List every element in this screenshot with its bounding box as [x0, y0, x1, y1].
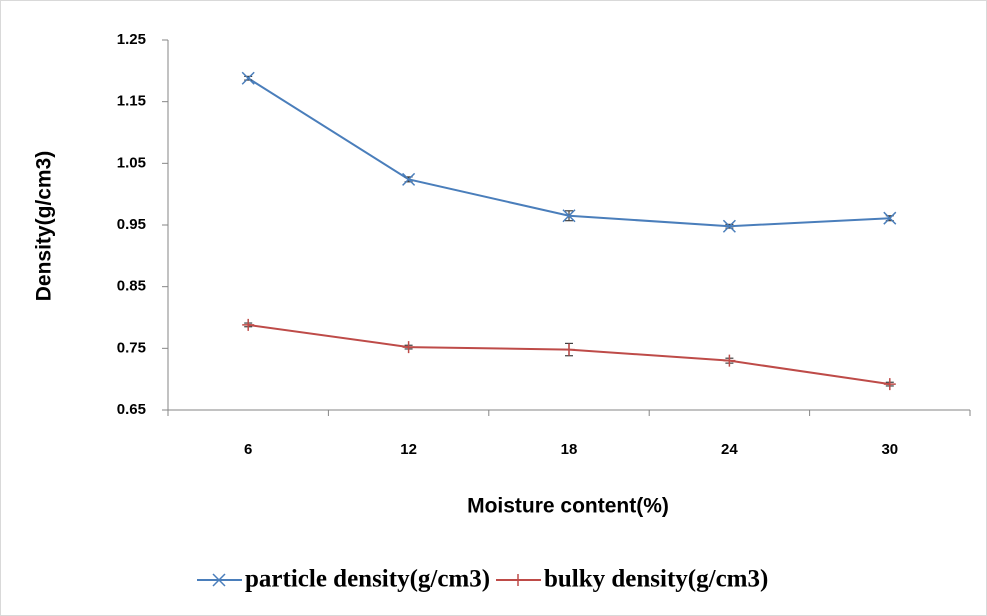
marker	[241, 71, 255, 85]
legend-label: bulky density(g/cm3)	[544, 566, 768, 593]
legend-label: particle density(g/cm3)	[245, 566, 490, 593]
marker	[562, 209, 576, 223]
y-tick-label: 0.95	[117, 216, 146, 233]
y-axis-title: Density(g/cm3)	[33, 151, 56, 302]
x-tick-label: 24	[721, 441, 738, 458]
marker	[722, 219, 736, 233]
x-tick-label: 6	[244, 441, 252, 458]
y-tick-label: 0.85	[117, 278, 146, 295]
legend-marker	[512, 574, 524, 586]
x-axis-title: Moisture content(%)	[467, 495, 669, 518]
x-tick-label: 30	[881, 441, 898, 458]
marker	[242, 318, 255, 331]
x-tick-label: 12	[400, 441, 417, 458]
marker	[723, 354, 736, 367]
marker	[883, 211, 897, 225]
x-tick-label: 18	[561, 441, 578, 458]
marker	[563, 343, 575, 356]
legend-marker	[212, 573, 226, 587]
y-tick-label: 0.75	[117, 339, 146, 356]
marker	[402, 341, 415, 354]
marker	[402, 172, 416, 186]
y-tick-label: 1.25	[117, 31, 146, 48]
marker	[883, 378, 896, 391]
y-tick-label: 1.15	[117, 93, 146, 110]
y-tick-label: 1.05	[117, 154, 146, 171]
y-tick-label: 0.65	[117, 401, 146, 418]
